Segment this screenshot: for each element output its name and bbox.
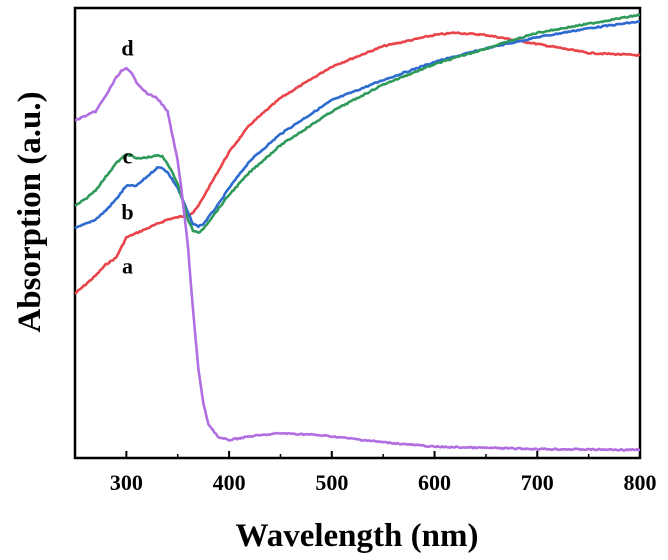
series-line-d (74, 66, 640, 452)
series-line-c (74, 13, 641, 234)
x-tick-label: 400 (213, 470, 246, 495)
series-label-d: d (121, 35, 133, 60)
x-axis-title: Wavelength (nm) (236, 518, 479, 554)
series-labels: a b c d (121, 35, 133, 278)
y-axis-title: Absorption (a.u.) (12, 91, 48, 332)
series-lines (74, 13, 641, 452)
x-ticks: 300 400 500 600 700 800 (74, 451, 657, 495)
plot-frame (73, 6, 642, 460)
series-line-a (74, 31, 641, 295)
series-label-a: a (122, 254, 133, 279)
series-label-c: c (123, 143, 133, 168)
x-tick-label: 600 (418, 470, 451, 495)
series-line-b (74, 20, 641, 230)
series-label-b: b (121, 200, 133, 225)
x-tick-label: 300 (110, 470, 143, 495)
x-tick-label: 500 (315, 470, 348, 495)
x-tick-label: 700 (521, 470, 554, 495)
x-tick-label: 800 (624, 470, 657, 495)
plot-area: 300 400 500 600 700 800 a b c d (73, 6, 657, 495)
